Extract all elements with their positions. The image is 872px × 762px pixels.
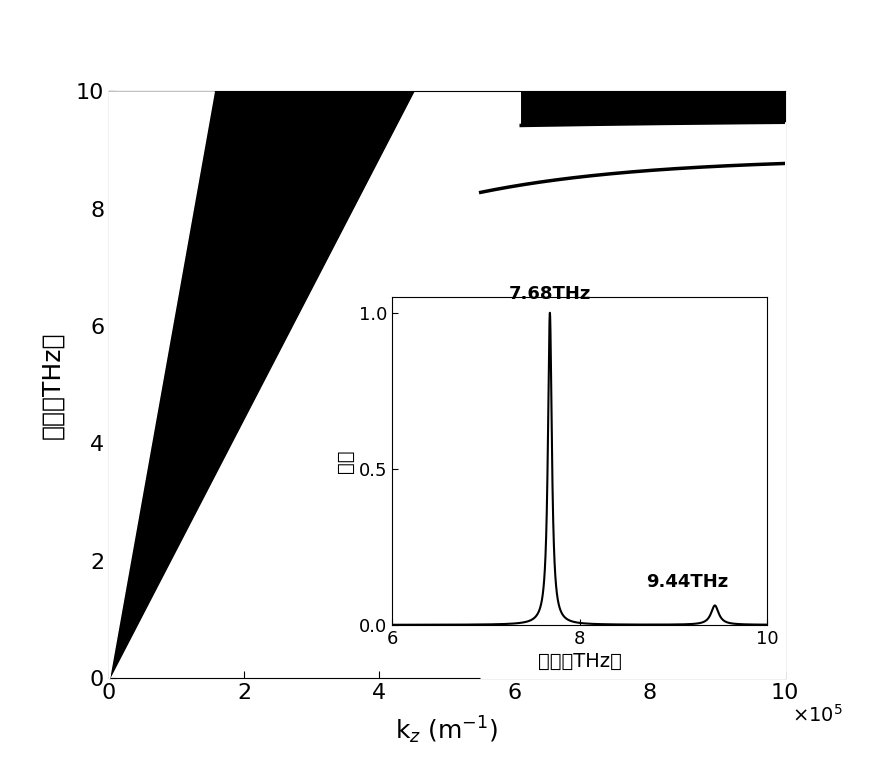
Text: 7.68THz: 7.68THz xyxy=(508,286,591,303)
X-axis label: k$_z$ (m$^{-1}$): k$_z$ (m$^{-1}$) xyxy=(395,714,499,745)
Text: 9.44THz: 9.44THz xyxy=(646,572,729,591)
Y-axis label: 强度: 强度 xyxy=(336,450,355,472)
Text: $\times10^5$: $\times10^5$ xyxy=(792,704,842,726)
X-axis label: 频率（THz）: 频率（THz） xyxy=(538,652,622,671)
Y-axis label: 频率（THz）: 频率（THz） xyxy=(41,331,65,439)
